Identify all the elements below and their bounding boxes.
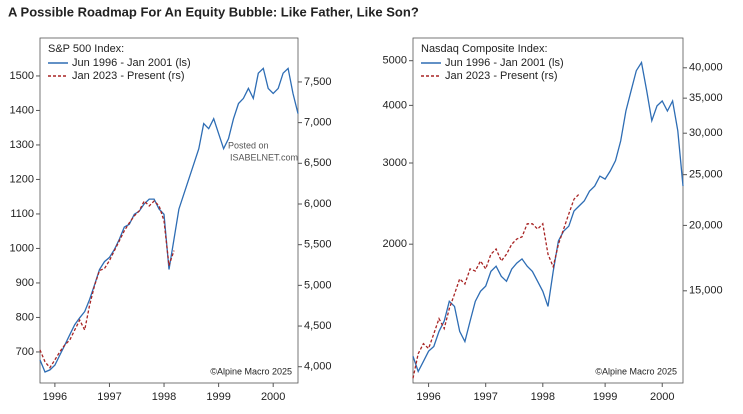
y2-tick-label: 5,500 bbox=[304, 239, 332, 251]
y-tick-label: 1500 bbox=[10, 70, 34, 82]
y2-tick-label: 20,000 bbox=[689, 219, 723, 231]
y-tick-label: 1300 bbox=[10, 139, 34, 151]
y-tick-label: 1100 bbox=[10, 208, 34, 220]
plot-frame bbox=[412, 37, 684, 384]
legend-title: Nasdaq Composite Index: bbox=[421, 43, 548, 55]
y-tick-label: 4000 bbox=[383, 99, 407, 111]
legend-label: Jan 2023 - Present (rs) bbox=[445, 70, 558, 82]
y-tick-label: 800 bbox=[16, 311, 34, 323]
series-line bbox=[39, 199, 175, 369]
x-tick-label: 1996 bbox=[43, 391, 67, 403]
y2-tick-label: 15,000 bbox=[689, 285, 723, 297]
x-tick-label: 2000 bbox=[261, 391, 285, 403]
x-tick-label: 1998 bbox=[152, 391, 176, 403]
x-tick-label: 1996 bbox=[416, 391, 440, 403]
y-tick-label: 900 bbox=[16, 277, 34, 289]
legend-title: S&P 500 Index: bbox=[48, 43, 124, 55]
x-tick-label: 1997 bbox=[473, 391, 497, 403]
y2-tick-label: 30,000 bbox=[689, 127, 723, 139]
y2-tick-label: 7,500 bbox=[304, 76, 332, 88]
series-line bbox=[412, 60, 684, 374]
y2-tick-label: 35,000 bbox=[689, 92, 723, 104]
y-tick-label: 1400 bbox=[10, 104, 34, 116]
series-line bbox=[39, 67, 299, 373]
y2-tick-label: 6,500 bbox=[304, 157, 332, 169]
y-tick-label: 2000 bbox=[383, 238, 407, 250]
y-tick-label: 1000 bbox=[10, 242, 34, 254]
y-tick-label: 1200 bbox=[10, 173, 34, 185]
legend-label: Jun 1996 - Jan 2001 (ls) bbox=[72, 57, 191, 69]
watermark: ISABELNET.com bbox=[230, 152, 298, 162]
y2-tick-label: 4,500 bbox=[304, 320, 332, 332]
plot-frame bbox=[39, 37, 299, 384]
x-tick-label: 2000 bbox=[650, 391, 674, 403]
y-tick-label: 700 bbox=[16, 346, 34, 358]
source-note: ©Alpine Macro 2025 bbox=[210, 366, 292, 376]
y2-tick-label: 40,000 bbox=[689, 62, 723, 74]
y-tick-label: 3000 bbox=[383, 157, 407, 169]
x-tick-label: 1999 bbox=[206, 391, 230, 403]
source-note: ©Alpine Macro 2025 bbox=[595, 366, 677, 376]
y-tick-label: 5000 bbox=[383, 55, 407, 67]
page-title: A Possible Roadmap For An Equity Bubble:… bbox=[8, 4, 419, 19]
watermark: Posted on bbox=[228, 140, 269, 150]
y2-tick-label: 4,000 bbox=[304, 361, 332, 373]
x-tick-label: 1998 bbox=[531, 391, 555, 403]
y2-tick-label: 7,000 bbox=[304, 117, 332, 129]
series-line bbox=[412, 193, 580, 379]
y2-tick-label: 5,000 bbox=[304, 279, 332, 291]
y2-tick-label: 6,000 bbox=[304, 198, 332, 210]
x-tick-label: 1997 bbox=[97, 391, 121, 403]
x-tick-label: 1999 bbox=[593, 391, 617, 403]
legend-label: Jun 1996 - Jan 2001 (ls) bbox=[445, 57, 564, 69]
y2-tick-label: 25,000 bbox=[689, 169, 723, 181]
legend-label: Jan 2023 - Present (rs) bbox=[72, 70, 185, 82]
